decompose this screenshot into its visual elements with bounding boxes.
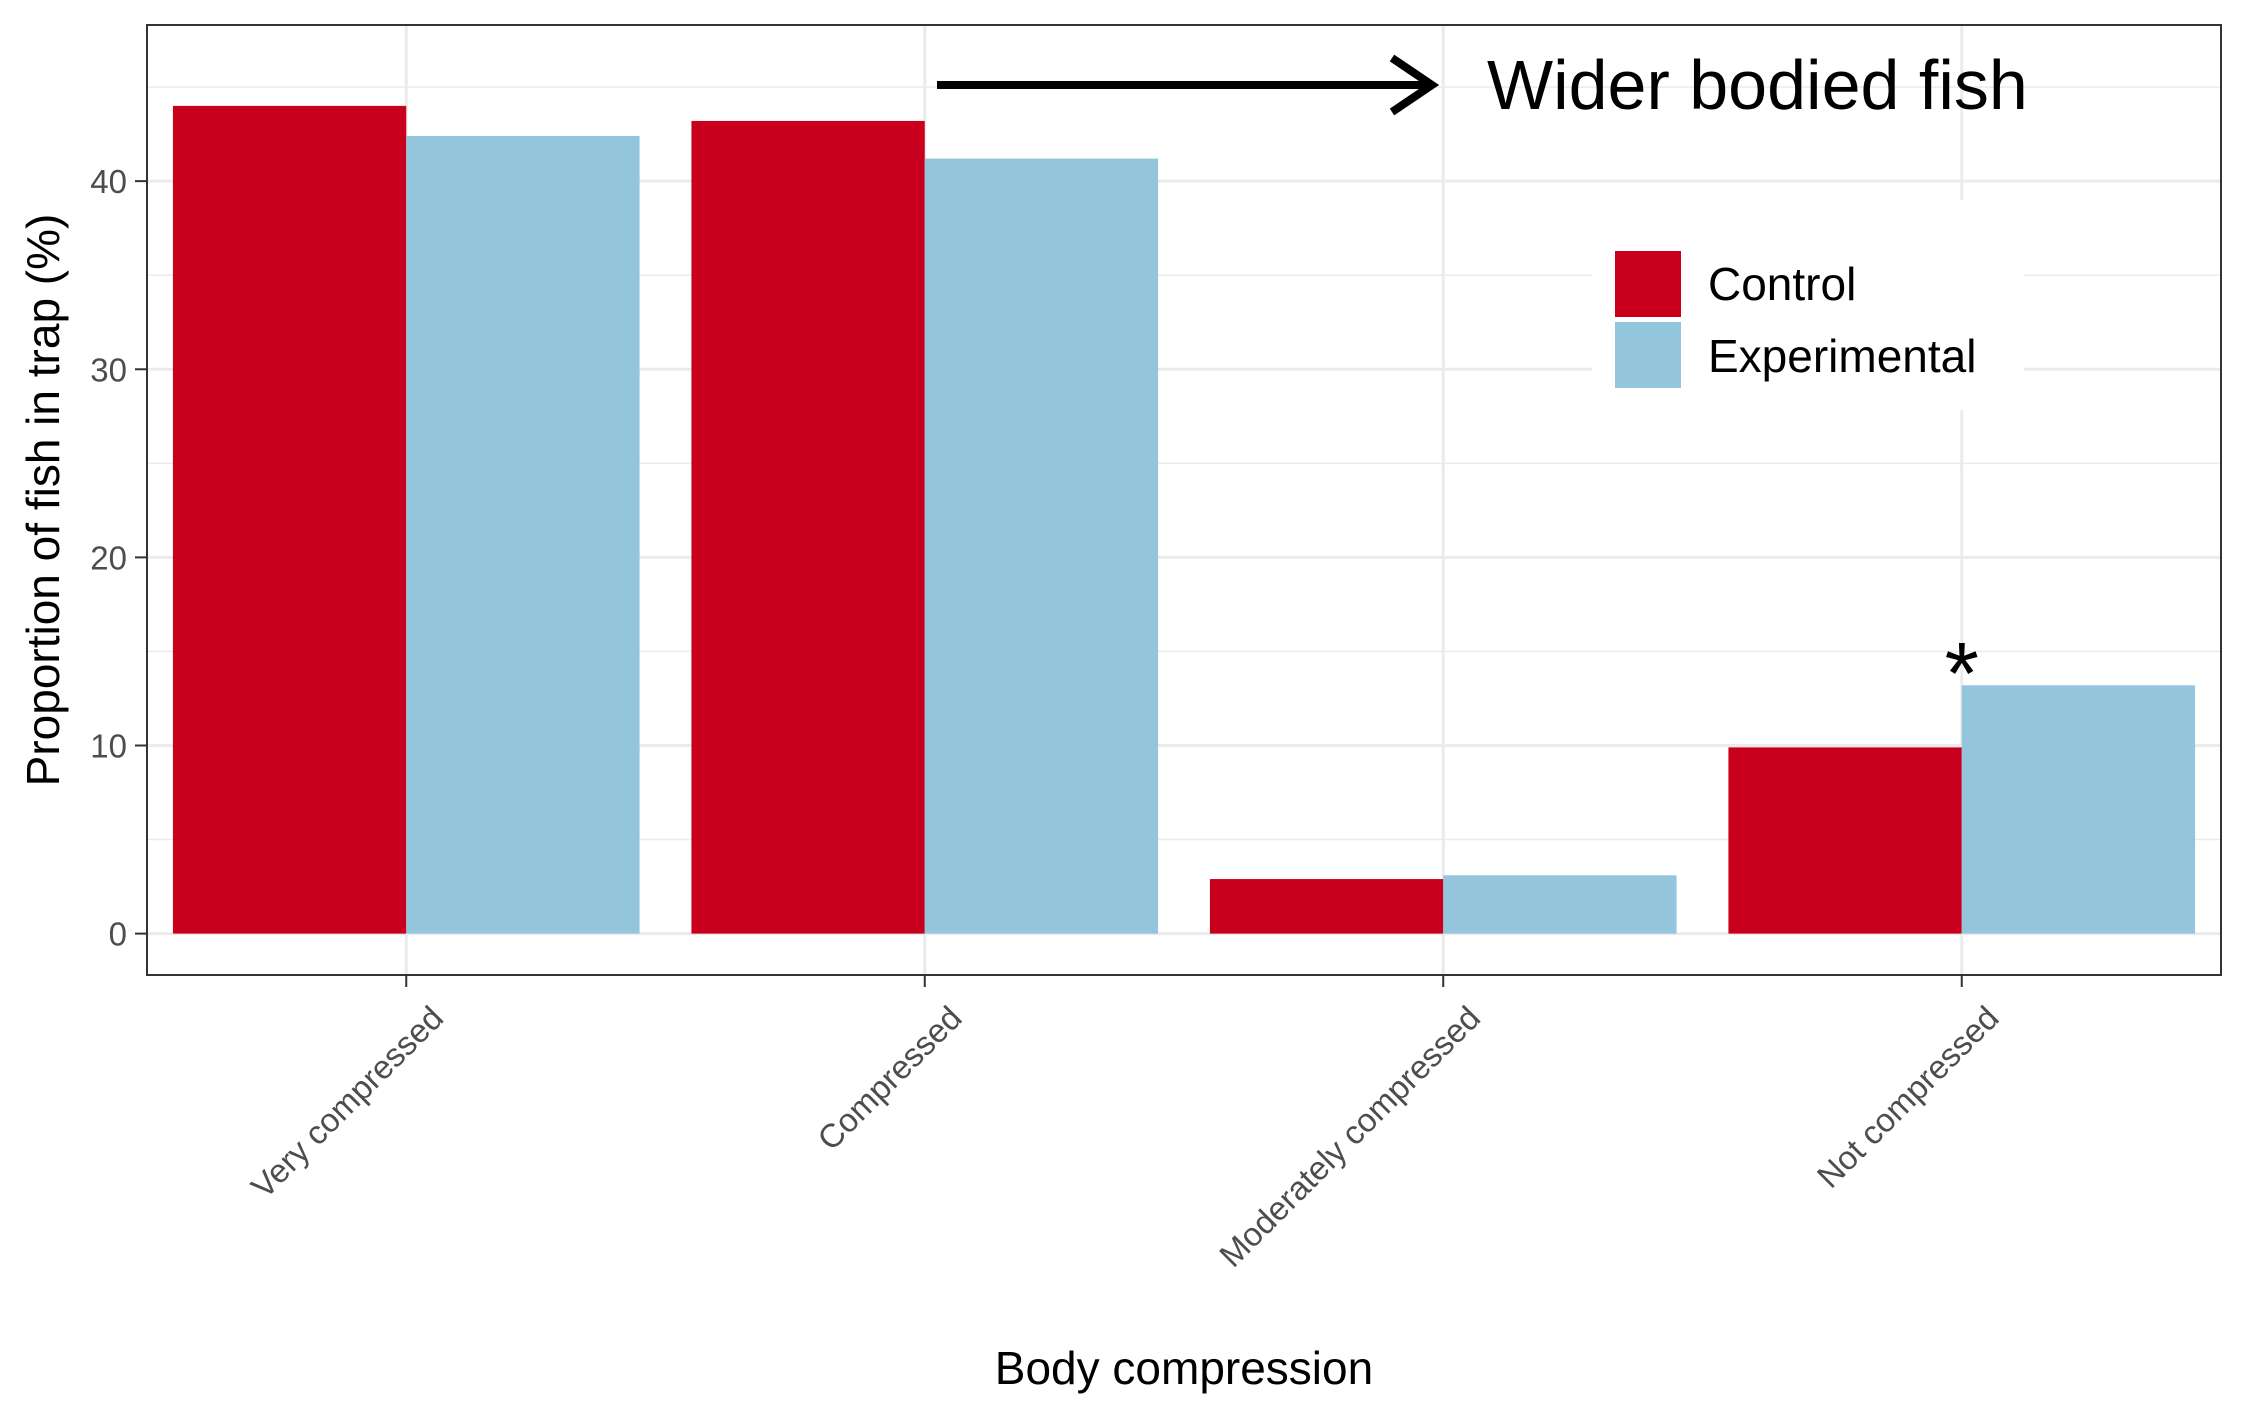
y-axis-title: Proportion of fish in trap (%): [17, 214, 69, 787]
y-tick-label: 0: [109, 916, 127, 953]
bar-control-compressed: [691, 120, 925, 934]
annotation-arrow: [937, 54, 1440, 116]
bar-control-very-compressed: [172, 105, 407, 934]
y-tick-label: 10: [90, 727, 127, 764]
x-tick-label: Compressed: [810, 999, 968, 1157]
y-tick-label: 30: [90, 351, 127, 388]
x-tick-label: Not compressed: [1810, 999, 2006, 1195]
bar-experimental-moderately-compressed: [1443, 875, 1677, 934]
plot-border: [146, 24, 2222, 976]
bar-control-not-compressed: [1728, 747, 1962, 934]
legend-key-experimental: [1615, 322, 1681, 388]
legend: Control Experimental: [1592, 200, 2024, 410]
legend-key-control: [1615, 251, 1681, 317]
x-tick-label: Moderately compressed: [1212, 999, 1487, 1274]
bars: [172, 105, 2196, 934]
x-axis-title: Body compression: [995, 1342, 1373, 1394]
arrow-head: [1389, 54, 1440, 116]
bar-control-moderately-compressed: [1209, 879, 1444, 934]
bar-experimental-not-compressed: [1961, 685, 2196, 934]
bar-experimental-very-compressed: [406, 135, 640, 934]
y-tick-label: 40: [90, 163, 127, 200]
bar-experimental-compressed: [924, 158, 1159, 934]
legend-label-control: Control: [1708, 258, 1856, 310]
legend-label-experimental: Experimental: [1708, 330, 1976, 382]
y-tick-label: 20: [90, 539, 127, 576]
x-tick-label: Very compressed: [244, 999, 450, 1205]
annotation-wider-bodied: Wider bodied fish: [1487, 46, 2028, 124]
significance-marker: *: [1945, 623, 1979, 722]
